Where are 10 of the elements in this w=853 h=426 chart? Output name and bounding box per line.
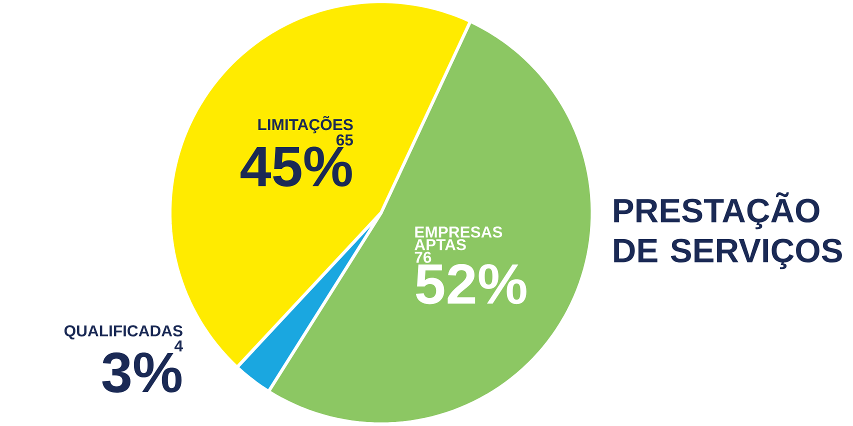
text: PRESTAÇÃO DE SERVIÇOS <box>614 192 842 270</box>
slice-label: QUALIFICADAS <box>64 326 182 340</box>
slice-label: LIMITAÇÕES <box>258 116 353 134</box>
data-label: 3% <box>102 352 182 393</box>
slice-label: EMPRESAS APTAS <box>414 226 502 250</box>
data-label: 45% <box>240 146 352 187</box>
text: 76 <box>414 252 432 264</box>
text: 4 <box>174 340 183 352</box>
text: 65 <box>336 134 353 146</box>
data-label: 52% <box>416 264 526 304</box>
